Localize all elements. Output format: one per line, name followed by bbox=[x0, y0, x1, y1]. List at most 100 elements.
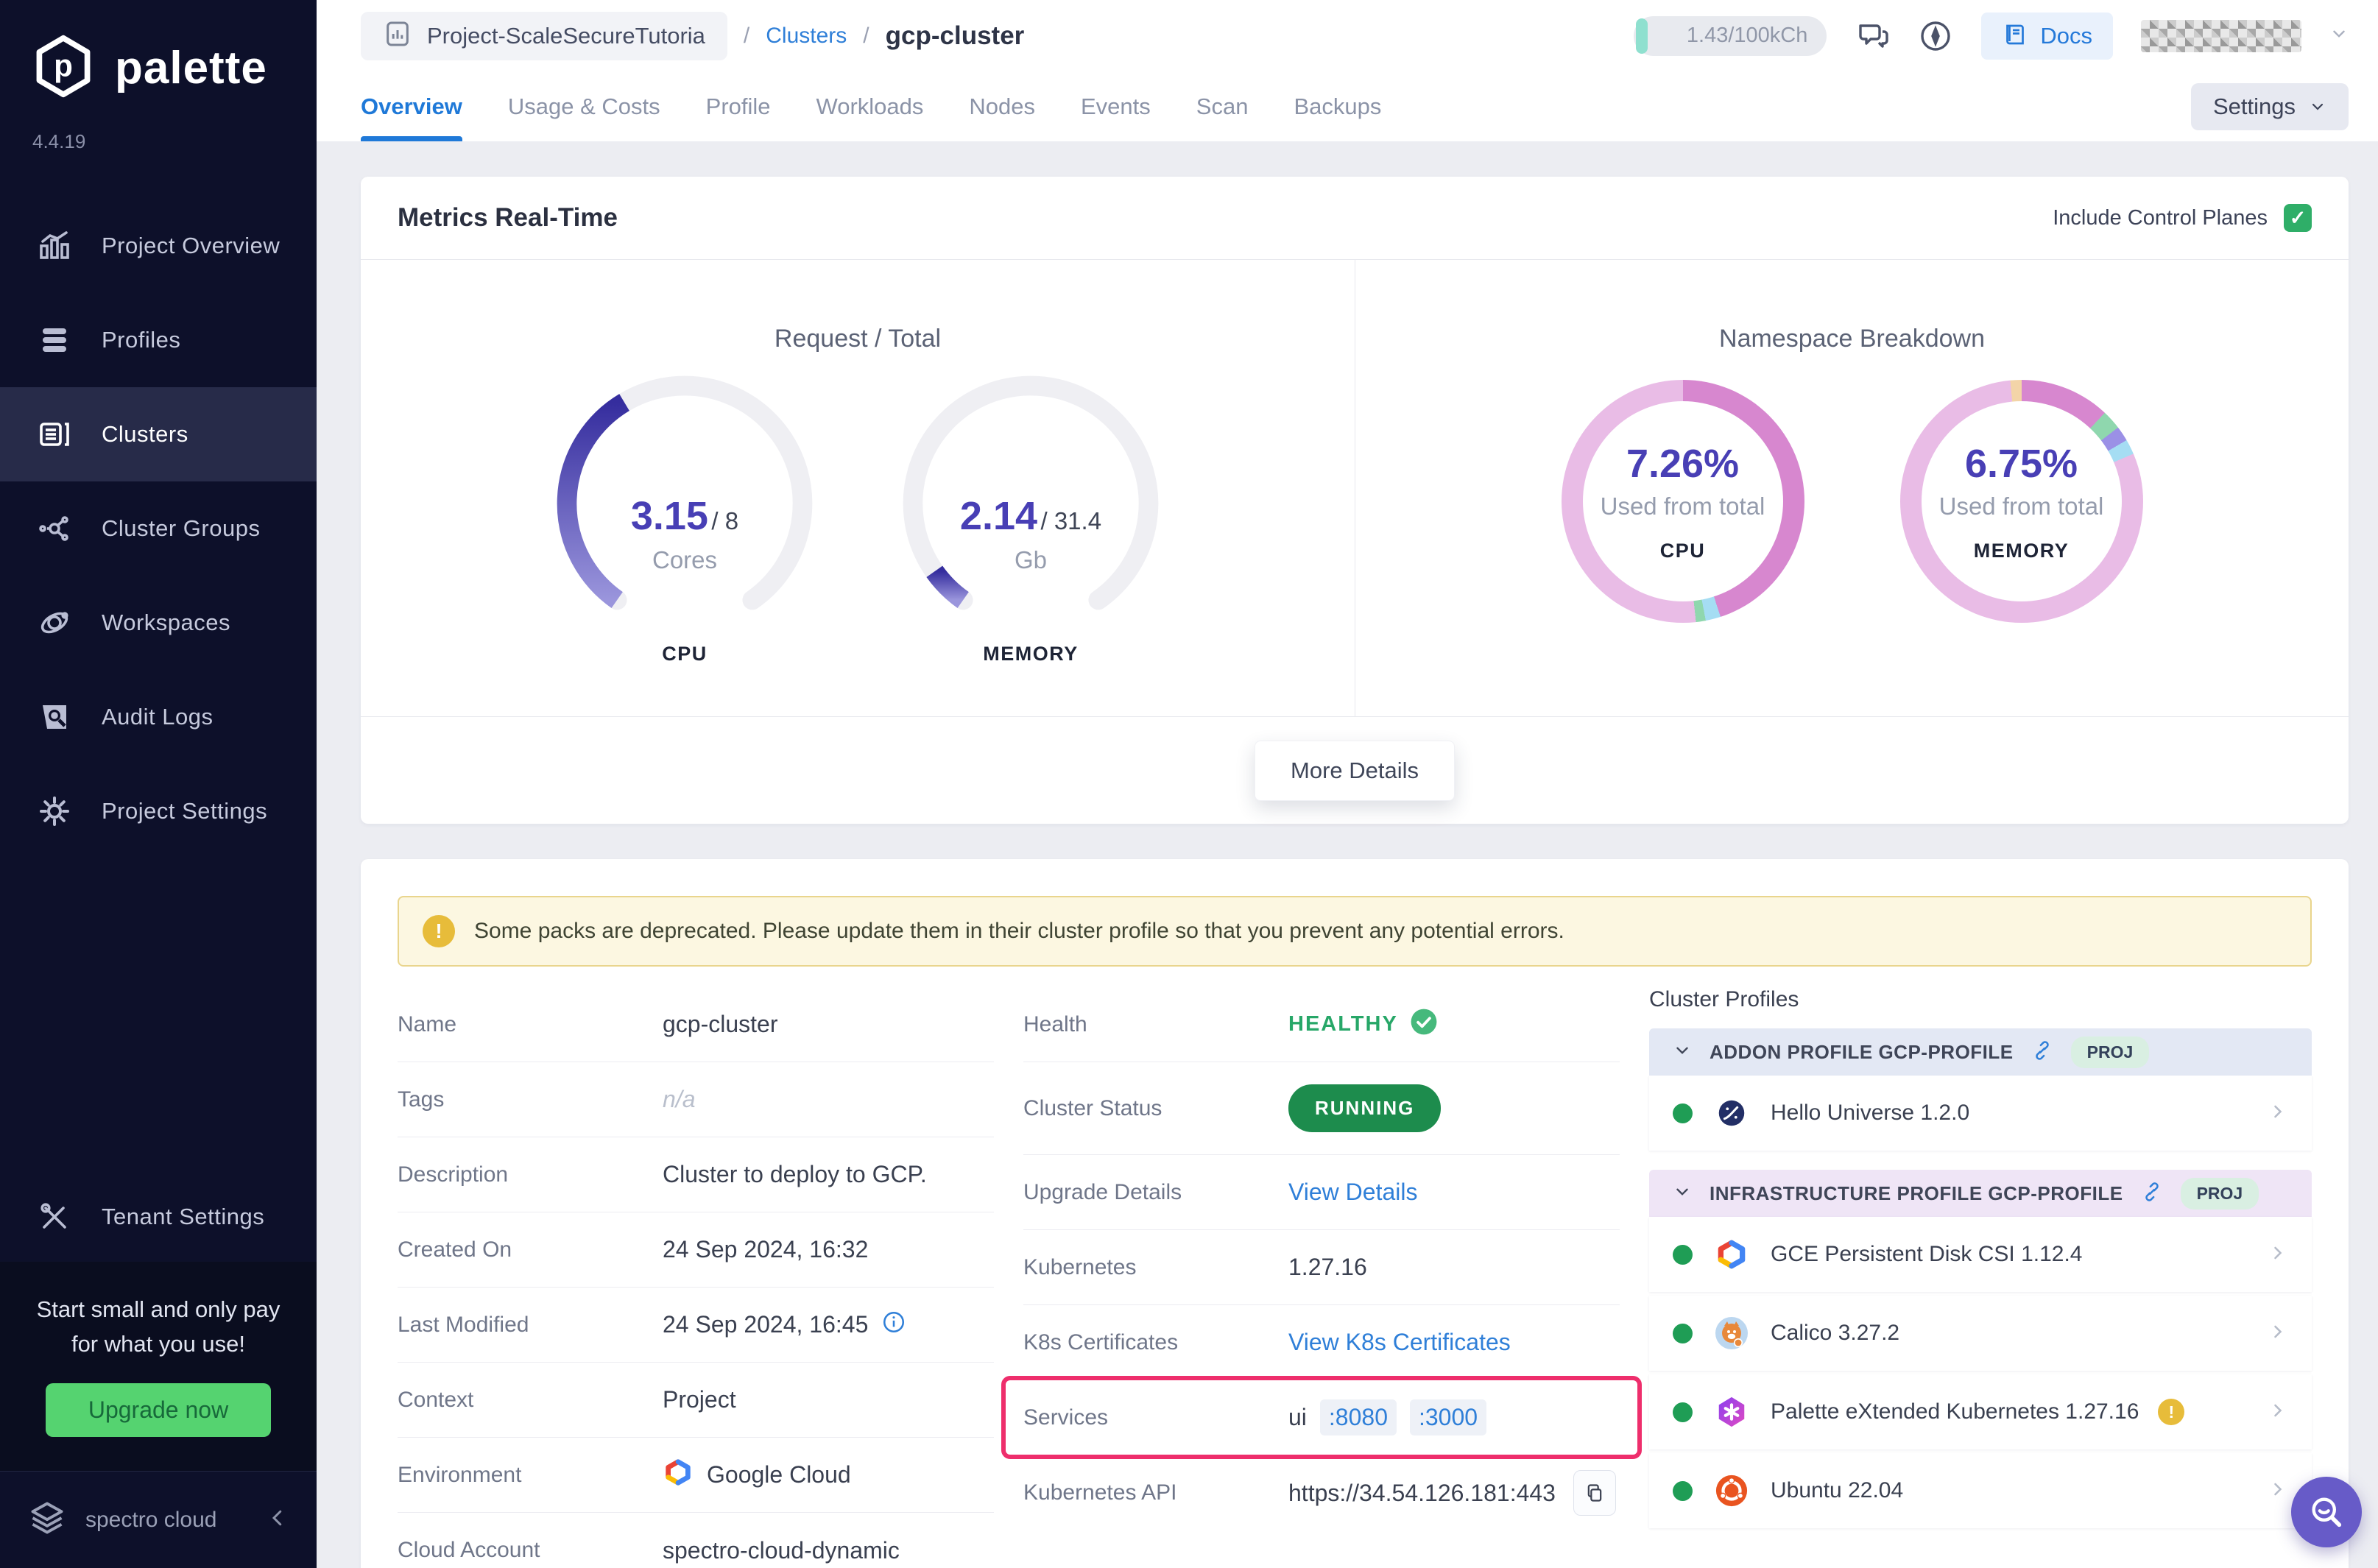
donuts: 7.26% Used from total CPU 6.75% bbox=[1561, 380, 2143, 623]
logo[interactable]: p palette bbox=[0, 0, 317, 111]
service-port-link-8080[interactable]: :8080 bbox=[1319, 1399, 1397, 1435]
addon-profile-header[interactable]: ADDON PROFILE GCP-PROFILE PROJ bbox=[1649, 1028, 2312, 1076]
cpu-unit: Cores bbox=[652, 546, 718, 573]
pack-name: Calico 3.27.2 bbox=[1771, 1321, 1900, 1345]
chevron-right-icon bbox=[2268, 1243, 2288, 1267]
table-row: K8s Certificates View K8s Certificates bbox=[1023, 1305, 1620, 1380]
chevron-right-icon bbox=[2268, 1479, 2288, 1503]
memory-percent: 6.75% bbox=[1964, 441, 2078, 486]
chat-button[interactable] bbox=[1855, 18, 1890, 54]
cpu-donut-center: 7.26% Used from total CPU bbox=[1582, 401, 1783, 601]
tab-workloads[interactable]: Workloads bbox=[816, 93, 924, 119]
tab-usage-costs[interactable]: Usage & Costs bbox=[507, 93, 660, 119]
info-icon[interactable] bbox=[881, 1310, 906, 1341]
compass-button[interactable] bbox=[1918, 18, 1953, 54]
description-value: Cluster to deploy to GCP. bbox=[663, 1161, 927, 1187]
namespace-breakdown-title: Namespace Breakdown bbox=[1719, 325, 1985, 353]
page-title: gcp-cluster bbox=[885, 21, 1025, 50]
project-selector[interactable]: Project-ScaleSecureTutoria bbox=[361, 11, 727, 60]
memory-gauge: 2.14 / 31.4 Gb MEMORY bbox=[883, 356, 1178, 665]
tab-overview[interactable]: Overview bbox=[361, 71, 462, 141]
infrastructure-profile-header[interactable]: INFRASTRUCTURE PROFILE GCP-PROFILE PROJ bbox=[1649, 1170, 2312, 1217]
request-total-title: Request / Total bbox=[774, 325, 942, 353]
profile-header-label: ADDON PROFILE GCP-PROFILE bbox=[1710, 1040, 2014, 1063]
help-search-fab[interactable] bbox=[2291, 1477, 2362, 1547]
network-icon bbox=[35, 509, 74, 548]
scope-badge: PROJ bbox=[2180, 1177, 2259, 1209]
sidebar-item-workspaces[interactable]: Workspaces bbox=[0, 576, 317, 670]
metrics-title: Metrics Real-Time bbox=[398, 203, 618, 232]
metrics-card: Metrics Real-Time Include Control Planes… bbox=[361, 177, 2349, 824]
service-port-link-3000[interactable]: :3000 bbox=[1409, 1399, 1487, 1435]
cloud-account-value: spectro-cloud-dynamic bbox=[663, 1536, 900, 1564]
field-label: Created On bbox=[398, 1237, 512, 1262]
header-actions: 1.43/100kCh Docs bbox=[1634, 12, 2349, 60]
cpu-donut: 7.26% Used from total CPU bbox=[1561, 380, 1804, 623]
view-details-link[interactable]: View Details bbox=[1288, 1179, 1418, 1205]
check-circle-icon bbox=[1410, 1008, 1438, 1042]
palette-logo-icon: p bbox=[29, 32, 97, 104]
tab-profile[interactable]: Profile bbox=[705, 93, 771, 119]
profile-pack-row-hello-universe[interactable]: Hello Universe 1.2.0 bbox=[1649, 1076, 2312, 1151]
pack-name: Hello Universe 1.2.0 bbox=[1771, 1101, 1970, 1125]
cluster-profiles-title: Cluster Profiles bbox=[1649, 987, 1799, 1011]
deprecation-warning-banner: ! Some packs are deprecated. Please upda… bbox=[398, 896, 2312, 967]
upgrade-now-button[interactable]: Upgrade now bbox=[45, 1383, 272, 1437]
field-label: Cluster Status bbox=[1023, 1095, 1162, 1120]
tools-icon bbox=[35, 1198, 74, 1236]
kubernetes-version-value: 1.27.16 bbox=[1288, 1254, 1367, 1280]
field-label: Cloud Account bbox=[398, 1538, 540, 1562]
pack-name: Ubuntu 22.04 bbox=[1771, 1478, 1904, 1502]
profile-pack-row-pxk[interactable]: Palette eXtended Kubernetes 1.27.16 ! bbox=[1649, 1374, 2312, 1449]
copy-button[interactable] bbox=[1573, 1470, 1616, 1516]
usage-meter[interactable]: 1.43/100kCh bbox=[1634, 15, 1827, 56]
profile-pack-row-gce-csi[interactable]: GCE Persistent Disk CSI 1.12.4 bbox=[1649, 1217, 2312, 1292]
table-row: Environment Google Cloud bbox=[398, 1438, 994, 1513]
layers-icon bbox=[35, 321, 74, 359]
cpu-gauge-values: 3.15 / 8 Cores bbox=[537, 493, 832, 574]
status-badge[interactable]: RUNNING bbox=[1288, 1084, 1442, 1132]
view-k8s-certificates-link[interactable]: View K8s Certificates bbox=[1288, 1329, 1511, 1355]
environment-value: Google Cloud bbox=[707, 1461, 851, 1488]
gear-icon bbox=[35, 792, 74, 830]
tabs: Overview Usage & Costs Profile Workloads… bbox=[361, 71, 1381, 141]
tab-nodes[interactable]: Nodes bbox=[969, 93, 1035, 119]
sidebar-item-audit-logs[interactable]: Audit Logs bbox=[0, 670, 317, 764]
metrics-card-header: Metrics Real-Time Include Control Planes… bbox=[361, 177, 2349, 259]
sidebar-item-cluster-groups[interactable]: Cluster Groups bbox=[0, 481, 317, 576]
user-name-redacted[interactable] bbox=[2141, 19, 2301, 52]
sidebar-item-project-settings[interactable]: Project Settings bbox=[0, 764, 317, 858]
details-left-column: Name gcp-cluster Tags n/a Description Clust… bbox=[398, 987, 994, 1568]
sidebar-item-profiles[interactable]: Profiles bbox=[0, 293, 317, 387]
profile-pack-row-calico[interactable]: Calico 3.27.2 bbox=[1649, 1296, 2312, 1371]
sidebar-item-label: Cluster Groups bbox=[102, 515, 261, 541]
tab-bar: Overview Usage & Costs Profile Workloads… bbox=[317, 71, 2378, 141]
include-control-planes-checkbox[interactable]: ✓ bbox=[2284, 204, 2312, 232]
memory-total-value: / 31.4 bbox=[1040, 507, 1102, 534]
spectro-cloud-logo-icon bbox=[28, 1499, 66, 1541]
search-smile-icon bbox=[2312, 1497, 2342, 1528]
tab-events[interactable]: Events bbox=[1081, 93, 1151, 119]
field-label: Last Modified bbox=[398, 1312, 529, 1337]
user-menu-chevron-icon[interactable] bbox=[2329, 24, 2349, 47]
field-label: Description bbox=[398, 1162, 509, 1187]
sidebar-item-tenant-settings[interactable]: Tenant Settings bbox=[0, 1172, 317, 1262]
sidebar-footer: spectro cloud bbox=[0, 1471, 317, 1568]
app-name: palette bbox=[115, 43, 267, 93]
cluster-details-card: ! Some packs are deprecated. Please upda… bbox=[361, 859, 2349, 1568]
sidebar-item-project-overview[interactable]: Project Overview bbox=[0, 199, 317, 293]
memory-request-value: 2.14 bbox=[959, 494, 1038, 538]
breadcrumb-clusters-link[interactable]: Clusters bbox=[766, 23, 847, 48]
docs-button[interactable]: Docs bbox=[1981, 12, 2113, 60]
field-label: Tags bbox=[398, 1087, 445, 1112]
collapse-sidebar-icon[interactable] bbox=[267, 1507, 289, 1533]
sidebar-item-clusters[interactable]: Clusters bbox=[0, 387, 317, 481]
sidebar-item-label: Workspaces bbox=[102, 610, 230, 635]
app-version: 4.4.19 bbox=[32, 130, 86, 152]
profile-pack-row-ubuntu[interactable]: Ubuntu 22.04 bbox=[1649, 1453, 2312, 1528]
bar-chart-icon bbox=[35, 227, 74, 265]
tab-scan[interactable]: Scan bbox=[1196, 93, 1249, 119]
settings-button[interactable]: Settings bbox=[2190, 82, 2349, 130]
more-details-button[interactable]: More Details bbox=[1255, 740, 1455, 801]
tab-backups[interactable]: Backups bbox=[1294, 93, 1382, 119]
